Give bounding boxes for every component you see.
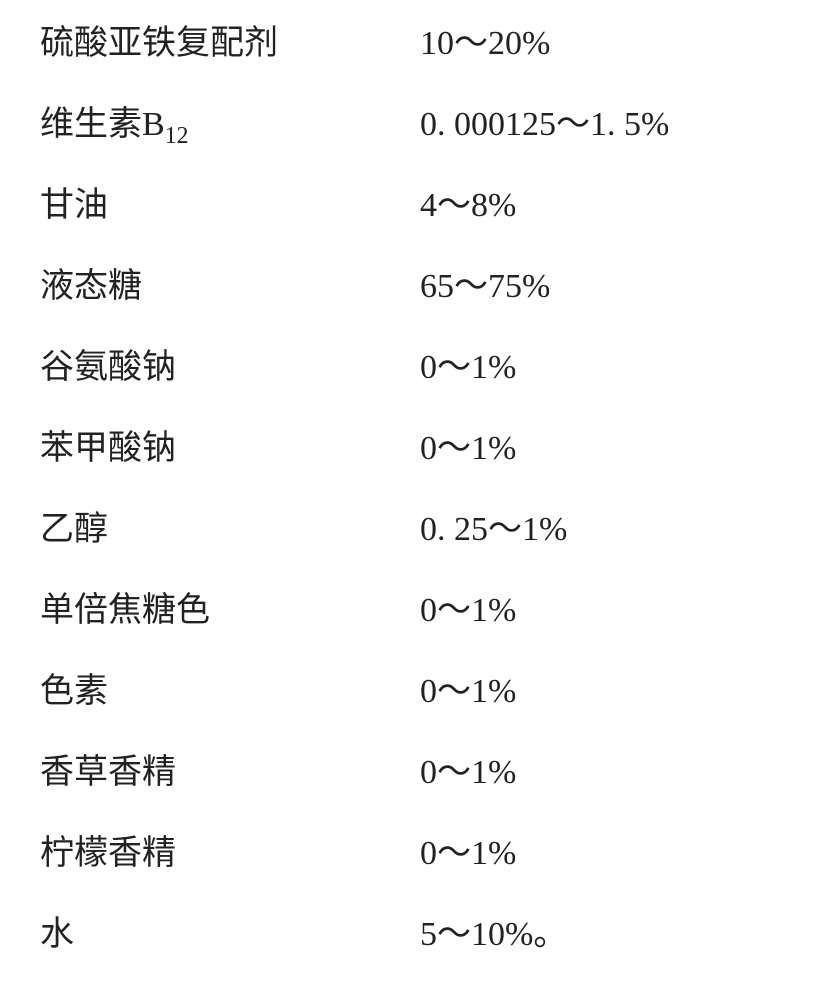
ingredient-label: 苯甲酸钠 xyxy=(40,429,176,469)
ingredient-value: 65～75% xyxy=(420,267,550,307)
ingredient-label: 柠檬香精 xyxy=(40,834,176,874)
ingredient-label: 硫酸亚铁复配剂 xyxy=(40,24,278,64)
ingredient-value: 0～1% xyxy=(420,753,516,793)
ingredient-value: 10～20% xyxy=(420,24,550,64)
ingredient-label: 乙醇 xyxy=(40,510,108,550)
ingredient-label: 谷氨酸钠 xyxy=(40,348,176,388)
ingredient-label: 色素 xyxy=(40,672,108,712)
ingredient-value: 0～1% xyxy=(420,348,516,388)
ingredient-value: 5～10%。 xyxy=(420,915,567,955)
ingredient-label: 香草香精 xyxy=(40,753,176,793)
ingredient-value: 0～1% xyxy=(420,834,516,874)
ingredient-value: 4～8% xyxy=(420,186,516,226)
ingredient-value: 0～1% xyxy=(420,672,516,712)
ingredient-value: 0. 000125～1. 5% xyxy=(420,105,669,145)
ingredient-label: 维生素B12 xyxy=(40,105,188,156)
ingredient-label: 甘油 xyxy=(40,186,108,226)
ingredient-value: 0～1% xyxy=(420,429,516,469)
ingredient-value: 0. 25～1% xyxy=(420,510,567,550)
ingredient-label: 单倍焦糖色 xyxy=(40,591,210,631)
ingredient-label: 液态糖 xyxy=(40,267,142,307)
ingredient-value: 0～1% xyxy=(420,591,516,631)
ingredient-label: 水 xyxy=(40,915,74,955)
ingredient-list: 硫酸亚铁复配剂 10～20% 维生素B12 0. 000125～1. 5% 甘油 4～8%… xyxy=(0,0,818,1000)
